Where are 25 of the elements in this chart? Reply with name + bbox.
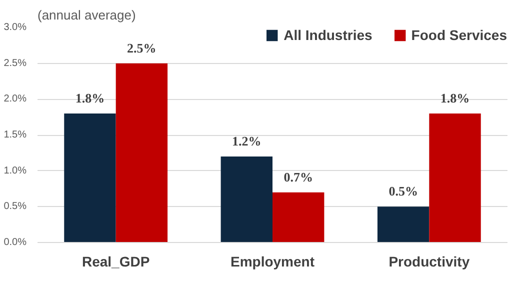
y-tick-label: 0.5%	[4, 201, 27, 212]
bar	[272, 192, 324, 242]
x-tick-label: Productivity	[388, 254, 470, 270]
y-tick-label: 2.5%	[4, 58, 27, 69]
data-label: 0.5%	[388, 184, 418, 199]
y-tick-label: 1.5%	[4, 130, 27, 140]
bar	[429, 114, 481, 242]
data-label: 0.7%	[284, 169, 313, 184]
y-tick-label: 1.0%	[4, 165, 27, 176]
data-label: 2.5%	[127, 40, 156, 56]
data-label: 1.2%	[232, 134, 262, 148]
data-label: 1.8%	[75, 90, 105, 106]
y-tick-label: 0.0%	[4, 237, 27, 248]
x-tick-label: Employment	[230, 254, 315, 270]
bar	[116, 63, 168, 242]
legend-label: All Industries	[284, 27, 372, 43]
x-tick-label: Real_GDP	[82, 254, 150, 270]
bar	[64, 114, 116, 242]
y-axis-title: (annual average)	[38, 8, 136, 22]
y-tick-label: 3.0%	[4, 22, 27, 33]
legend-label: Food Services	[411, 27, 507, 43]
bar	[377, 206, 430, 242]
y-tick-label: 2.0%	[4, 94, 27, 105]
data-label: 1.8%	[440, 90, 470, 106]
bar	[220, 156, 272, 242]
